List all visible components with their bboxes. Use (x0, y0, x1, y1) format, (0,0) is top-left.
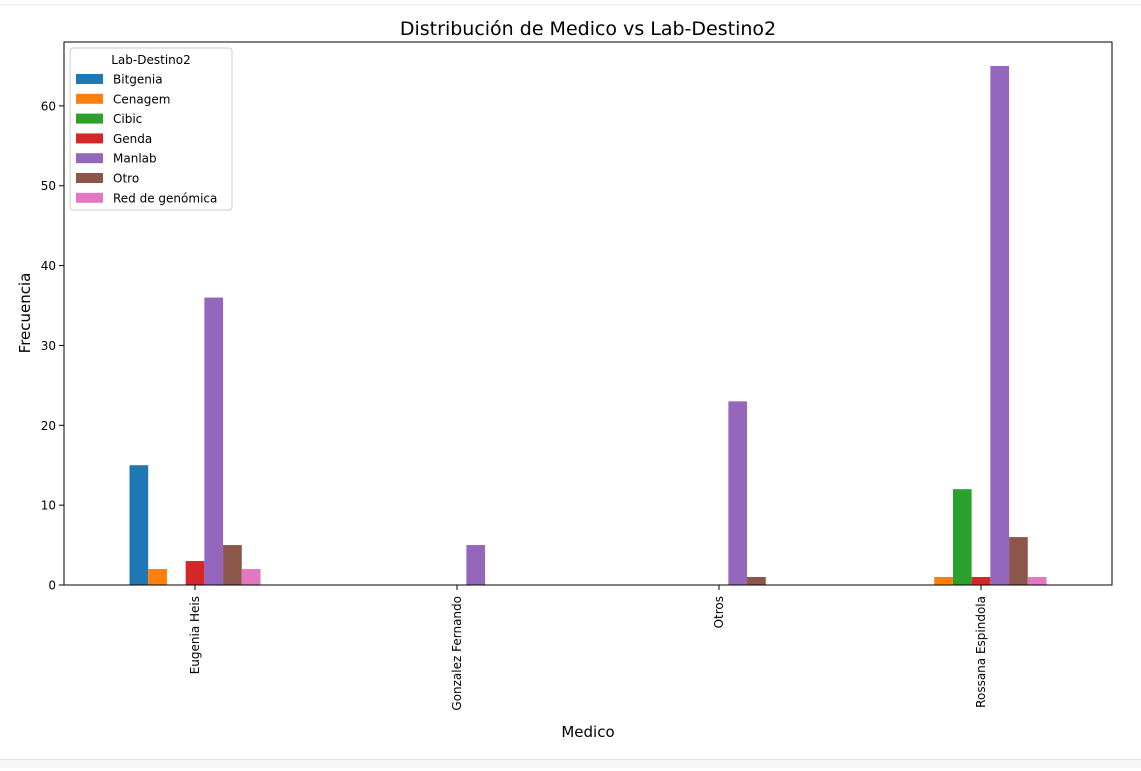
legend-swatch (76, 74, 103, 84)
y-tick-label: 50 (41, 179, 56, 193)
legend-label: Cibic (113, 112, 142, 126)
y-axis-label: Frecuencia (16, 273, 34, 354)
y-axis-ticks: 0 10 20 30 40 50 60 (41, 99, 64, 593)
chart-title: Distribución de Medico vs Lab-Destino2 (400, 18, 776, 40)
bar-cenagem-3 (934, 577, 953, 585)
bar-manlab-2 (728, 401, 748, 585)
legend-swatch (76, 173, 103, 183)
x-tick-label: Eugenia Heis (188, 596, 202, 674)
x-axis-label: Medico (561, 723, 614, 741)
y-tick-label: 30 (41, 339, 56, 353)
x-tick-label: Otros (712, 596, 726, 628)
bar-manlab-0 (204, 297, 224, 585)
plot-frame (63, 41, 1113, 586)
legend-label: Red de genómica (113, 191, 217, 205)
legend-label: Genda (113, 132, 152, 146)
top-divider (0, 0, 1141, 5)
legend-title: Lab-Destino2 (111, 53, 190, 67)
bar-otro-2 (747, 577, 766, 585)
x-tick-label: Rossana Espindola (974, 596, 988, 708)
legend-swatch (76, 192, 103, 203)
bars-layer (129, 65, 1047, 585)
legend-label: Bitgenia (113, 73, 163, 87)
bar-genda-0 (185, 561, 205, 585)
bar-manlab-1 (466, 545, 486, 585)
bar-cibic-3 (952, 489, 972, 585)
bar-red-de-gen-mica-0 (241, 569, 261, 585)
legend-swatch (76, 113, 103, 124)
legend: Lab-Destino2 Bitgenia Cenagem Cibic Genda Ma… (69, 47, 233, 211)
bottom-divider (0, 759, 1141, 768)
legend-box (69, 47, 233, 211)
legend-items: Bitgenia Cenagem Cibic Genda Manlab Otro Red d… (76, 73, 217, 205)
legend-label: Manlab (113, 152, 157, 166)
legend-swatch (76, 93, 103, 104)
bar-manlab-3 (990, 65, 1010, 585)
y-tick-label: 0 (48, 579, 56, 593)
y-tick-label: 20 (41, 419, 56, 433)
legend-swatch (76, 153, 103, 164)
y-tick-label: 10 (41, 499, 56, 513)
legend-label: Otro (113, 172, 139, 186)
bar-otro-0 (223, 545, 242, 585)
y-tick-label: 60 (41, 99, 56, 113)
bar-bitgenia-0 (129, 465, 149, 585)
bar-otro-3 (1009, 537, 1028, 585)
y-tick-label: 40 (41, 259, 56, 273)
legend-swatch (76, 133, 103, 144)
bar-cenagem-0 (148, 569, 167, 585)
x-tick-label: Gonzalez Fernando (450, 596, 464, 711)
bar-genda-3 (971, 577, 991, 585)
bar-red-de-gen-mica-3 (1027, 577, 1047, 585)
x-axis-ticks: Eugenia Heis Gonzalez Fernando Otros Rossan… (188, 585, 988, 711)
legend-label: Cenagem (113, 92, 170, 106)
